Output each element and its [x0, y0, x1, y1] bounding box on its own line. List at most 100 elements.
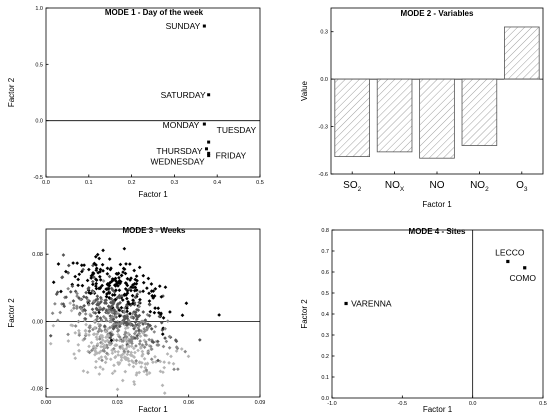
- data-point: [97, 327, 102, 331]
- panel-2: MODE 2 - Variables Factor 1 Value -0.6 -0.3 0…: [300, 7, 544, 209]
- point-label-friday: FRIDAY: [216, 150, 247, 160]
- data-point: [86, 302, 91, 307]
- data-point: [117, 278, 122, 283]
- data-point: [156, 358, 160, 363]
- data-point: [123, 369, 128, 374]
- data-point-saturday: [207, 93, 211, 97]
- data-point: [128, 262, 132, 266]
- data-point: [59, 289, 63, 294]
- data-point: [112, 311, 117, 316]
- x-tick-label: 0.0: [42, 180, 50, 186]
- data-point: [87, 344, 91, 349]
- category-label-no: NO: [430, 180, 445, 191]
- data-point: [116, 349, 121, 354]
- data-point: [72, 306, 76, 310]
- x-tick-label: 0.2: [128, 180, 136, 186]
- data-point: [130, 311, 135, 316]
- data-point: [132, 355, 137, 359]
- data-point: [130, 293, 135, 298]
- panel-4: MODE 4 - Sites Factor 1 Factor 2 -1.0 -0.5 0.…: [300, 227, 547, 414]
- data-point: [112, 293, 117, 297]
- data-point: [147, 302, 152, 307]
- data-point: [115, 303, 120, 307]
- data-point: [101, 248, 105, 253]
- data-point: [111, 338, 116, 343]
- point-label-thursday: THURSDAY: [156, 146, 202, 156]
- data-point: [167, 345, 172, 350]
- data-point: [160, 332, 165, 336]
- data-point: [133, 285, 138, 290]
- data-point: [129, 285, 134, 289]
- data-point: [145, 372, 149, 377]
- data-point: [139, 365, 144, 369]
- data-point: [171, 361, 176, 366]
- y-tick-label: 0.8: [321, 228, 329, 234]
- data-point: [174, 349, 179, 353]
- data-point: [157, 314, 162, 319]
- data-point: [66, 286, 70, 291]
- data-point: [77, 312, 82, 317]
- data-point: [141, 280, 146, 285]
- bar-so2: [334, 78, 370, 158]
- y-tick-label: 0.7: [321, 249, 329, 255]
- data-point: [48, 341, 53, 346]
- x-tick-label: 0.5: [539, 401, 547, 407]
- data-point: [90, 307, 95, 312]
- data-point: [161, 316, 166, 320]
- x-axis-label: Factor 1: [422, 200, 452, 209]
- data-point: [147, 291, 151, 296]
- data-point: [73, 324, 78, 328]
- data-point: [77, 333, 82, 338]
- data-point: [114, 338, 119, 343]
- data-point: [134, 274, 139, 278]
- data-point: [97, 256, 102, 261]
- data-point: [133, 324, 138, 329]
- data-point: [87, 291, 92, 295]
- data-point: [122, 246, 127, 251]
- data-point: [119, 320, 124, 324]
- data-point: [101, 279, 106, 283]
- data-point: [139, 360, 144, 365]
- data-point: [112, 322, 116, 326]
- data-point: [84, 322, 88, 327]
- x-axis-label: Factor 1: [138, 190, 168, 199]
- data-point: [77, 328, 81, 333]
- data-point: [137, 300, 141, 305]
- data-point: [66, 332, 70, 337]
- data-point: [75, 261, 80, 266]
- data-point: [69, 308, 74, 313]
- data-point: [115, 387, 120, 392]
- data-point: [145, 286, 149, 291]
- data-point: [123, 316, 128, 321]
- data-point: [149, 347, 154, 351]
- data-point: [70, 284, 75, 288]
- data-point: [101, 269, 105, 273]
- data-point: [110, 371, 115, 376]
- data-point: [98, 286, 102, 291]
- data-point: [137, 331, 141, 336]
- data-point: [159, 311, 163, 316]
- data-point: [155, 339, 160, 344]
- data-point: [77, 348, 81, 353]
- data-point: [152, 310, 157, 315]
- data-point: [61, 253, 66, 257]
- point-label-como: COMO: [509, 273, 536, 283]
- category-label-no2: NO2: [470, 180, 489, 193]
- data-point: [153, 354, 157, 359]
- data-point: [156, 306, 161, 311]
- data-point: [131, 298, 135, 303]
- data-point: [80, 283, 85, 288]
- y-axis-label: Value: [300, 81, 309, 101]
- plot-frame: [45, 228, 261, 398]
- data-point: [82, 263, 86, 268]
- point-label-monday: MONDAY: [163, 120, 200, 130]
- data-point: [98, 305, 102, 310]
- bar-nox: [376, 78, 413, 153]
- data-point: [89, 348, 94, 353]
- data-point: [103, 339, 108, 344]
- data-point: [103, 298, 108, 303]
- data-point: [179, 347, 184, 351]
- data-point: [152, 330, 157, 334]
- bar-no2: [461, 78, 498, 146]
